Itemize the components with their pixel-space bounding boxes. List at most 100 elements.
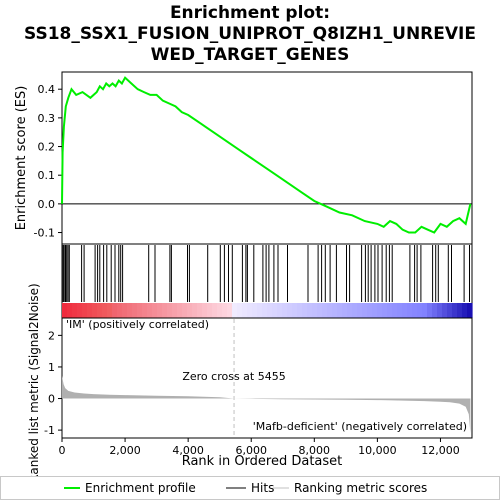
heatbar-cell — [102, 303, 108, 318]
heatbar-cell — [122, 303, 128, 318]
es-y-tick-label: 0.0 — [38, 198, 56, 211]
heatbar-cell — [192, 303, 198, 318]
heatbar-cell — [117, 303, 123, 318]
heatbar-cell — [282, 303, 288, 318]
heatbar-cell — [77, 303, 83, 318]
metric-y-tick-label: 0 — [48, 393, 55, 406]
heatbar-cell — [147, 303, 153, 318]
heatbar-cell — [307, 303, 313, 318]
heatbar-cell — [162, 303, 168, 318]
x-tick-label: 8,000 — [299, 444, 331, 457]
heatbar-cell — [342, 303, 348, 318]
legend-metric-label: Ranking metric scores — [294, 481, 427, 495]
heatbar-cell — [152, 303, 158, 318]
heatbar-cell — [177, 303, 183, 318]
metric-panel-frame — [61, 317, 473, 439]
heatbar-cell — [62, 303, 68, 318]
heatbar-cell — [82, 303, 88, 318]
hits-group — [61, 245, 470, 302]
heatbar-cell — [217, 303, 223, 318]
heatbar-cell — [172, 303, 178, 318]
heatbar-cell — [232, 303, 238, 318]
heatbar-cell — [292, 303, 298, 318]
heatbar-cell — [112, 303, 118, 318]
es-y-axis-label: Enrichment score (ES) — [14, 86, 29, 231]
heatbar-cell — [127, 303, 133, 318]
heatbar-cell — [72, 303, 78, 318]
heatbar-cell — [437, 303, 443, 318]
heatbar-cell — [422, 303, 428, 318]
heatbar-cell — [142, 303, 148, 318]
heatbar-cell — [132, 303, 138, 318]
heatbar-cell — [397, 303, 403, 318]
heatbar-cell — [442, 303, 448, 318]
heatbar-cell — [87, 303, 93, 318]
heatbar-cell — [262, 303, 268, 318]
heatbar-cell — [157, 303, 163, 318]
heatbar-cell — [377, 303, 383, 318]
heatbar-cell — [207, 303, 213, 318]
metric-y-axis-label: Ranked list metric (Signal2Noise) — [27, 283, 41, 482]
heatbar-cell — [352, 303, 358, 318]
heatbar-cell — [242, 303, 248, 318]
heatbar-cell — [202, 303, 208, 318]
heatbar-cell — [427, 303, 433, 318]
negative-correlation-label: 'Mafb-deficient' (negatively correlated) — [253, 420, 467, 433]
heatbar-cell — [247, 303, 253, 318]
heatbar-cell — [317, 303, 323, 318]
heatbar-cell — [432, 303, 438, 318]
heatbar-cell — [257, 303, 263, 318]
heatbar-cell — [332, 303, 338, 318]
heatbar-cell — [212, 303, 218, 318]
heatbar-cell — [322, 303, 328, 318]
metric-y-tick-label: 1 — [48, 361, 55, 374]
heatbar-cell — [407, 303, 413, 318]
heatbar-cell — [382, 303, 388, 318]
heatbar-cell — [327, 303, 333, 318]
heatbar-cell — [182, 303, 188, 318]
zero-cross-label: Zero cross at 5455 — [182, 370, 285, 383]
ranking-heatbar — [62, 303, 473, 318]
heatbar-cell — [457, 303, 463, 318]
heatbar-cell — [107, 303, 113, 318]
title-line-2: SS18_SSX1_FUSION_UNIPROT_Q8IZH1_UNREVIE — [24, 24, 476, 44]
x-tick-label: 2,000 — [109, 444, 141, 457]
heatbar-cell — [167, 303, 173, 318]
heatbar-cell — [452, 303, 458, 318]
heatbar-cell — [137, 303, 143, 318]
heatbar-cell — [187, 303, 193, 318]
heatbar-cell — [367, 303, 373, 318]
heatbar-cell — [92, 303, 98, 318]
title-line-1: Enrichment plot: — [170, 3, 330, 23]
metric-y-tick-label: 2 — [48, 329, 55, 342]
heatbar-cell — [337, 303, 343, 318]
x-tick-label: 12,000 — [421, 444, 460, 457]
heatbar-cell — [312, 303, 318, 318]
x-axis-ticks: 0 2,000 4,000 6,000 8,000 10,000 12,000 — [59, 438, 460, 457]
legend-hits-label: Hits — [251, 481, 274, 495]
es-panel-frame — [61, 71, 473, 245]
es-y-tick-label: -0.1 — [34, 227, 55, 240]
es-y-ticks: -0.1 0.0 0.1 0.2 0.3 0.4 — [34, 83, 62, 240]
heatbar-cell — [362, 303, 368, 318]
legend: Enrichment profile Hits Ranking metric s… — [0, 476, 500, 500]
heatbar-cell — [237, 303, 243, 318]
heatbar-cell — [447, 303, 453, 318]
es-y-tick-label: 0.2 — [38, 141, 56, 154]
es-y-tick-label: 0.3 — [38, 112, 56, 125]
heatbar-cell — [297, 303, 303, 318]
x-axis-label: Rank in Ordered Dataset — [182, 454, 343, 469]
metric-y-tick-label: -1 — [44, 424, 55, 437]
heatbar-cell — [392, 303, 398, 318]
heatbar-cell — [287, 303, 293, 318]
heatbar-cell — [402, 303, 408, 318]
heatbar-cell — [277, 303, 283, 318]
heatbar-cell — [227, 303, 233, 318]
heatbar-cell — [387, 303, 393, 318]
x-tick-label: 6,000 — [235, 444, 267, 457]
heatbar-cell — [67, 303, 73, 318]
heatbar-cell — [252, 303, 258, 318]
x-tick-label: 4,000 — [172, 444, 204, 457]
